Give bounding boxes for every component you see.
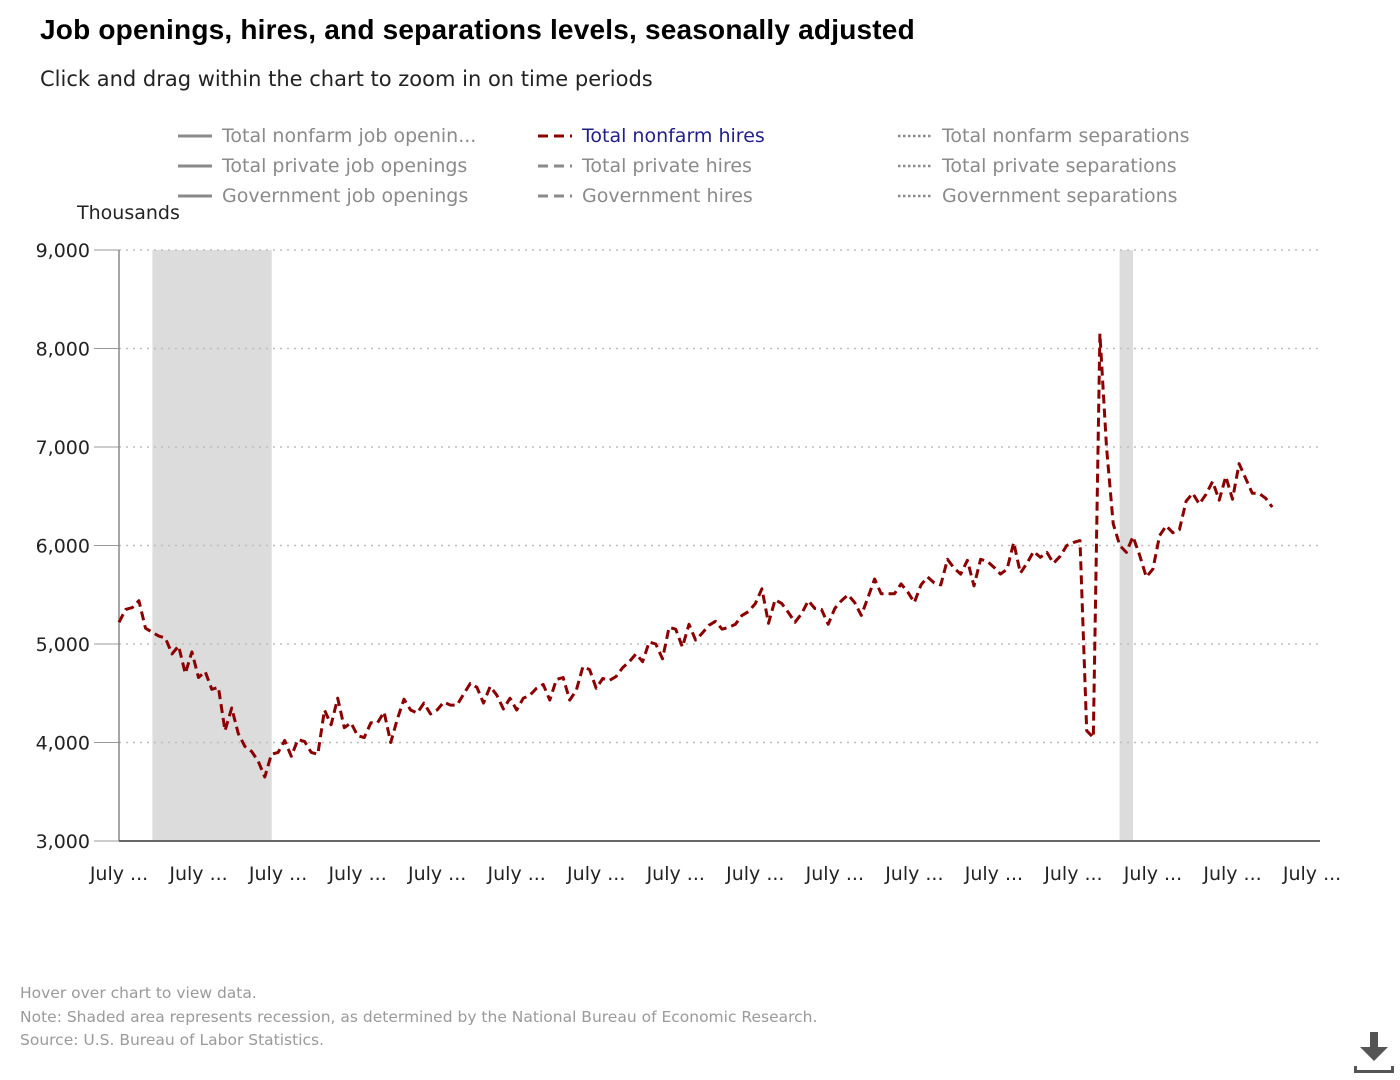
legend: Total nonfarm job openin... Total nonfarm… <box>0 0 1400 220</box>
legend-label: Total nonfarm separations <box>942 125 1190 147</box>
legend-swatch <box>178 194 212 198</box>
y-axis-title: Thousands <box>76 202 180 224</box>
x-tick-label: July ... <box>407 863 466 885</box>
gridlines <box>119 249 1320 744</box>
x-tick-label: July ... <box>1043 863 1102 885</box>
x-tick-label: July ... <box>89 863 148 885</box>
y-tick-label: 4,000 <box>36 733 90 755</box>
chart-subtitle: Click and drag within the chart to zoom … <box>40 67 653 91</box>
x-tick-label: July ... <box>964 863 1023 885</box>
legend-swatch <box>538 194 572 198</box>
x-tick-label: July ... <box>327 863 386 885</box>
legend-swatch <box>898 134 932 138</box>
chart[interactable]: 3,000 4,000 5,000 6,000 7,000 8,000 9,000 July … <box>0 0 1400 960</box>
recession-band <box>1119 250 1134 841</box>
axes: 3,000 4,000 5,000 6,000 7,000 8,000 9,000 July … <box>36 240 1342 885</box>
x-tick-label: July ... <box>1282 863 1341 885</box>
x-tick-label: July ... <box>646 863 705 885</box>
y-tick-label: 8,000 <box>36 339 90 361</box>
legend-swatch <box>178 134 212 138</box>
legend-swatch <box>898 194 932 198</box>
legend-item[interactable]: Total private separations <box>898 153 1177 179</box>
recession-band <box>152 250 272 841</box>
x-tick-label: July ... <box>566 863 625 885</box>
legend-label: Government separations <box>942 185 1178 207</box>
legend-label: Total private hires <box>582 155 752 177</box>
y-tick-label: 5,000 <box>36 634 90 656</box>
legend-swatch <box>538 134 572 138</box>
legend-label: Government job openings <box>222 185 469 207</box>
series-lines <box>117 332 1274 779</box>
legend-swatch <box>178 164 212 168</box>
download-icon <box>1354 1032 1394 1073</box>
x-tick-label: July ... <box>248 863 307 885</box>
legend-item[interactable]: Government hires <box>538 183 753 209</box>
x-tick-label: July ... <box>884 863 943 885</box>
legend-swatch <box>898 164 932 168</box>
legend-item[interactable]: Total private hires <box>538 153 752 179</box>
legend-label: Total nonfarm job openin... <box>222 125 477 147</box>
legend-label: Total private job openings <box>222 155 468 177</box>
legend-item[interactable]: Government job openings <box>178 183 468 209</box>
y-tick-label: 9,000 <box>36 240 90 262</box>
x-tick-label: July ... <box>805 863 864 885</box>
recession-note: Note: Shaded area represents recession, … <box>20 1007 818 1026</box>
legend-label: Total nonfarm hires <box>582 125 765 147</box>
series-line[interactable] <box>117 332 1274 779</box>
x-tick-label: July ... <box>725 863 784 885</box>
legend-label: Government hires <box>582 185 753 207</box>
legend-swatch <box>538 164 572 168</box>
legend-item[interactable]: Total nonfarm hires <box>538 123 765 149</box>
x-tick-label: July ... <box>1202 863 1261 885</box>
y-tick-label: 6,000 <box>36 536 90 558</box>
hover-note: Hover over chart to view data. <box>20 984 257 1002</box>
download-button[interactable] <box>1352 1030 1394 1074</box>
y-tick-label: 3,000 <box>36 831 90 853</box>
legend-item[interactable]: Total nonfarm job openin... <box>178 123 476 149</box>
legend-item[interactable]: Total private job openings <box>178 153 467 179</box>
x-tick-label: July ... <box>487 863 546 885</box>
legend-item[interactable]: Total nonfarm separations <box>898 123 1190 149</box>
x-tick-label: July ... <box>168 863 227 885</box>
source-note: Source: U.S. Bureau of Labor Statistics. <box>20 1031 325 1049</box>
legend-item[interactable]: Government separations <box>898 183 1178 209</box>
legend-label: Total private separations <box>942 155 1177 177</box>
recession-shading <box>152 250 1134 841</box>
chart-title: Job openings, hires, and separations lev… <box>40 14 915 45</box>
chart-notes: Hover over chart to view data. Note: Sha… <box>20 982 817 1053</box>
y-tick-label: 7,000 <box>36 437 90 459</box>
x-tick-label: July ... <box>1123 863 1182 885</box>
